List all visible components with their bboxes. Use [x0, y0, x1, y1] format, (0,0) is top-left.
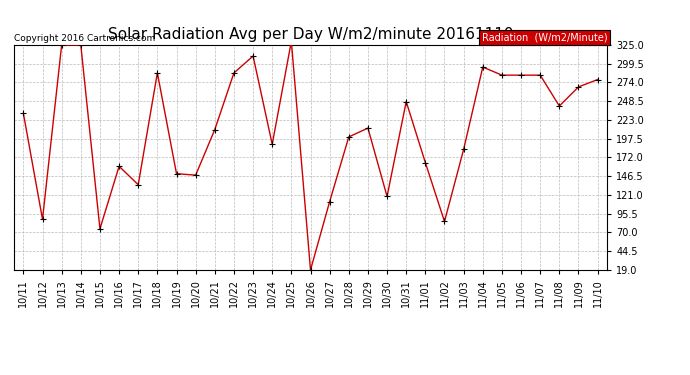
- Title: Solar Radiation Avg per Day W/m2/minute 20161110: Solar Radiation Avg per Day W/m2/minute …: [108, 27, 513, 42]
- Text: Radiation  (W/m2/Minute): Radiation (W/m2/Minute): [482, 33, 607, 43]
- Text: Copyright 2016 Cartronics.com: Copyright 2016 Cartronics.com: [14, 34, 155, 43]
